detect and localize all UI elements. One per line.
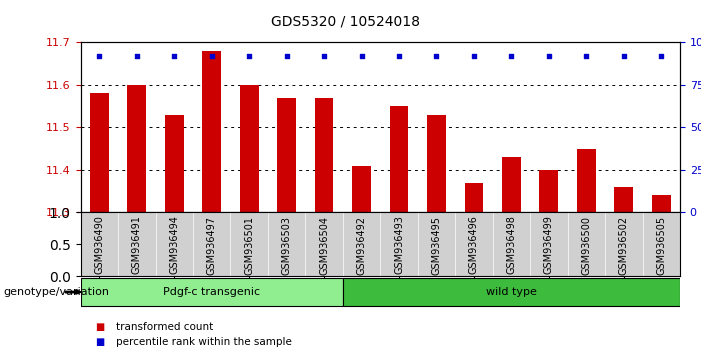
Text: GSM936496: GSM936496 [469,216,479,274]
Text: GSM936500: GSM936500 [581,216,592,275]
Text: GSM936494: GSM936494 [169,216,179,274]
Bar [81,278,343,306]
Point [94,53,105,59]
Point [655,53,667,59]
Text: GSM936499: GSM936499 [544,216,554,274]
Text: GSM936502: GSM936502 [619,216,629,275]
Bar [278,98,296,212]
Bar [390,106,409,212]
Text: GSM936497: GSM936497 [207,216,217,275]
Bar [427,115,446,212]
Bar [540,170,558,212]
Bar [203,51,221,212]
Point [243,53,254,59]
Text: wild type: wild type [486,287,537,297]
Bar [614,187,633,212]
Text: GSM936490: GSM936490 [95,216,104,274]
Point [169,53,180,59]
Text: GSM936498: GSM936498 [506,216,517,274]
Point [206,53,217,59]
Bar [315,98,334,212]
Point [281,53,292,59]
Point [468,53,479,59]
Bar [165,115,184,212]
Point [618,53,629,59]
Bar [90,93,109,212]
Text: GSM936492: GSM936492 [357,216,367,275]
Point [580,53,592,59]
Point [506,53,517,59]
Text: ■: ■ [95,337,104,347]
Bar [352,166,371,212]
Text: percentile rank within the sample: percentile rank within the sample [116,337,292,347]
Text: GSM936493: GSM936493 [394,216,404,274]
Point [431,53,442,59]
Text: ■: ■ [95,322,104,332]
Bar [577,149,596,212]
Text: Pdgf-c transgenic: Pdgf-c transgenic [163,287,260,297]
Point [318,53,329,59]
Bar [465,183,483,212]
Text: GSM936491: GSM936491 [132,216,142,274]
Bar [128,85,147,212]
Bar [343,278,680,306]
Text: transformed count: transformed count [116,322,213,332]
Text: GSM936505: GSM936505 [656,216,666,275]
Point [356,53,367,59]
Bar [502,157,521,212]
Point [131,53,142,59]
Point [543,53,554,59]
Text: GSM936501: GSM936501 [244,216,254,275]
Bar [652,195,671,212]
Text: GSM936504: GSM936504 [319,216,329,275]
Text: GSM936503: GSM936503 [282,216,292,275]
Text: genotype/variation: genotype/variation [4,287,109,297]
Bar [240,85,259,212]
Point [393,53,404,59]
Text: GSM936495: GSM936495 [432,216,442,275]
Text: GDS5320 / 10524018: GDS5320 / 10524018 [271,14,420,28]
